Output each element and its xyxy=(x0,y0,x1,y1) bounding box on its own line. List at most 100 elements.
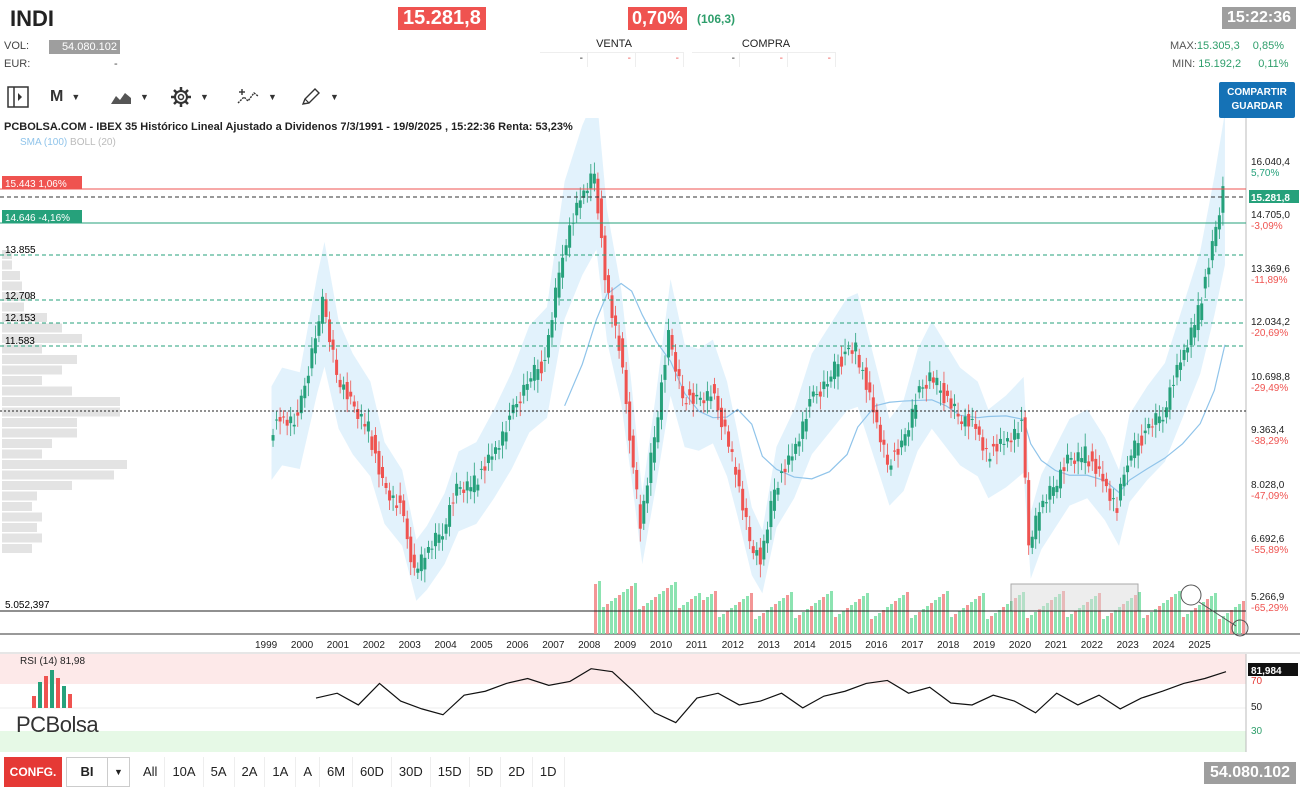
price-chart[interactable]: 15.443 1,06% 14.646 -4,16% 13.855 12.708 12.… xyxy=(0,118,1311,752)
candle-body xyxy=(430,548,434,550)
candle-body xyxy=(797,441,801,447)
range-button-2d[interactable]: 2D xyxy=(501,757,533,787)
candle-body xyxy=(981,437,985,451)
volume-profile-bar xyxy=(2,386,72,396)
chart-mode-select[interactable]: BI ▼ xyxy=(66,757,130,787)
candle-body xyxy=(1207,267,1211,275)
candle-body xyxy=(1108,488,1112,501)
volume-profile-bar xyxy=(2,491,37,501)
candle-body xyxy=(525,384,529,390)
x-tick-label: 2022 xyxy=(1081,640,1104,651)
panel-toggle-button[interactable] xyxy=(6,86,30,108)
volume-bar xyxy=(1118,607,1121,634)
volume-profile-bar xyxy=(2,502,32,511)
range-button-all[interactable]: All xyxy=(136,757,166,787)
candle-body xyxy=(984,448,988,450)
volume-bar xyxy=(958,611,961,634)
volume-bar xyxy=(726,611,729,634)
range-button-1d[interactable]: 1D xyxy=(533,757,565,787)
candle-body xyxy=(310,348,314,369)
volume-bar xyxy=(1206,599,1209,634)
vol-value: 54.080.102 xyxy=(49,40,120,54)
draw-dropdown[interactable]: ▼ xyxy=(300,86,339,108)
period-dropdown[interactable]: M ▼ xyxy=(50,86,80,108)
candle-body xyxy=(691,392,695,404)
volume-bar xyxy=(1186,614,1189,634)
range-button-15d[interactable]: 15D xyxy=(431,757,470,787)
candle-body xyxy=(854,342,858,352)
candle-body xyxy=(917,386,921,393)
range-button-a[interactable]: A xyxy=(296,757,320,787)
volume-bar xyxy=(802,612,805,634)
candle-body xyxy=(388,490,392,501)
candle-body xyxy=(1143,430,1147,434)
volume-bar xyxy=(722,614,725,634)
volume-bar xyxy=(1234,607,1237,634)
range-button-30d[interactable]: 30D xyxy=(392,757,431,787)
volume-profile-bar xyxy=(2,292,32,301)
candle-body xyxy=(1101,473,1105,482)
candle-body xyxy=(359,413,363,417)
candle-body xyxy=(663,364,667,380)
ob-cell: - xyxy=(588,53,636,67)
candle-body xyxy=(296,412,300,416)
x-tick-label: 2013 xyxy=(758,640,781,651)
candle-body xyxy=(1182,349,1186,360)
range-button-2a[interactable]: 2A xyxy=(235,757,266,787)
chart-type-dropdown[interactable]: ▼ xyxy=(110,86,149,108)
y-tick-label: 6.692,6 xyxy=(1251,534,1285,545)
candle-body xyxy=(727,431,731,447)
config-button[interactable]: CONFG. xyxy=(4,757,62,787)
share-save-button[interactable]: COMPARTIR GUARDAR xyxy=(1219,82,1295,118)
volume-bar xyxy=(598,581,601,634)
candle-body xyxy=(483,466,487,471)
candle-body xyxy=(967,413,971,427)
candle-body xyxy=(698,397,702,400)
candle-body xyxy=(977,426,981,435)
settings-dropdown[interactable]: ▼ xyxy=(170,86,209,108)
volume-bar xyxy=(670,585,673,634)
candle-body xyxy=(1111,498,1115,500)
candle-body xyxy=(1203,276,1207,289)
candle-body xyxy=(900,440,904,448)
volume-bar xyxy=(994,613,997,634)
chevron-down-icon: ▼ xyxy=(330,92,339,102)
range-button-60d[interactable]: 60D xyxy=(353,757,392,787)
volume-bar xyxy=(962,608,965,634)
candle-body xyxy=(384,482,388,488)
candle-body xyxy=(433,532,437,547)
range-button-1a[interactable]: 1A xyxy=(265,757,297,787)
candle-body xyxy=(366,421,370,432)
candle-body xyxy=(1097,466,1101,469)
volume-profile-bar xyxy=(2,407,120,417)
range-button-10a[interactable]: 10A xyxy=(165,757,204,787)
range-buttons: All 10A 5A 2A 1A A 6M 60D 30D 15D 5D 2D 1D xyxy=(136,757,565,787)
candle-body xyxy=(617,335,621,351)
volume-bar xyxy=(778,601,781,634)
total-volume: 54.080.102 xyxy=(1204,762,1296,784)
candle-body xyxy=(409,536,413,563)
ob-cell: - xyxy=(636,53,684,67)
x-tick-label: 2011 xyxy=(686,640,708,651)
candle-body xyxy=(1217,215,1221,230)
candle-body xyxy=(635,469,639,490)
candle-body xyxy=(723,419,727,427)
range-button-6m[interactable]: 6M xyxy=(320,757,354,787)
volume-bar xyxy=(1154,609,1157,634)
candle-body xyxy=(578,200,582,208)
sma-label: SMA (100) xyxy=(20,137,68,148)
candle-body xyxy=(652,437,656,463)
volume-bar xyxy=(946,591,949,634)
change-percent: 0,70% xyxy=(628,7,688,30)
range-button-5d[interactable]: 5D xyxy=(470,757,502,787)
candle-body xyxy=(960,421,964,424)
logo-text: PCBolsa xyxy=(16,712,99,737)
x-tick-label: 2018 xyxy=(937,640,960,651)
range-button-5a[interactable]: 5A xyxy=(204,757,235,787)
candle-body xyxy=(1080,458,1084,463)
indicators-dropdown[interactable]: ▼ xyxy=(236,86,277,108)
x-tick-label: 2001 xyxy=(327,640,350,651)
candle-body xyxy=(1055,485,1059,493)
volume-profile-bar xyxy=(2,260,12,270)
volume-bar xyxy=(990,616,993,634)
